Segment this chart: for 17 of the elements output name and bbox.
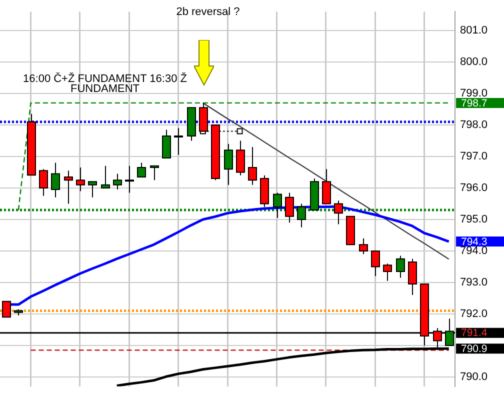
y-tick-label: 794.0 [460,245,488,257]
annotation: 16:00 Č+Ž FUNDAMENT 16:30 Ž FUNDAMENT [23,72,188,96]
data-label: 790.9 [461,342,488,355]
y-tick-label: 790.0 [460,370,488,383]
y-tick-label: 792.0 [460,308,488,320]
y-tick-label: 795.0 [460,214,488,226]
y-tick-label: 797.0 [460,150,488,163]
y-tick-label: 801.0 [460,24,488,37]
data-label: 798.7 [461,97,488,110]
annotation: 2b reversal ? [176,6,240,18]
y-tick-label: 793.0 [460,276,488,288]
y-tick-label: 800.0 [460,56,488,68]
y-tick-label: 799.0 [460,88,488,100]
y-tick-label: 798.0 [460,119,488,132]
y-tick-label: 796.0 [460,182,488,194]
ref-line-label: 791.4 [461,327,488,340]
data-label: 794.3 [461,236,488,248]
